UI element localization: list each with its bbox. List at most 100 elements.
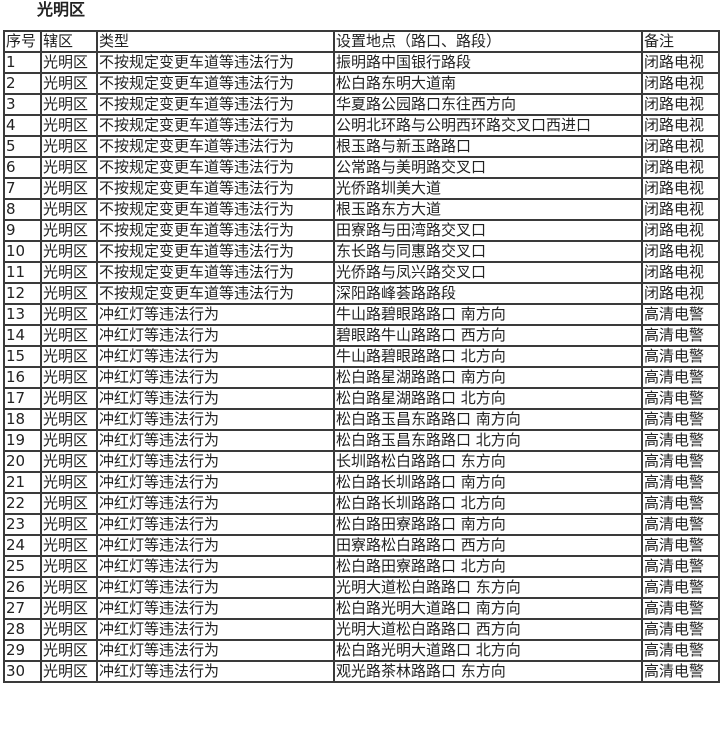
cell-index: 5 [3,135,42,158]
cell-index: 9 [3,219,42,242]
cell-district: 光明区 [40,555,98,578]
cell-location: 松白路玉昌东路路口 北方向 [333,429,643,452]
cell-district: 光明区 [40,597,98,620]
cell-index: 20 [3,450,42,473]
cell-district: 光明区 [40,408,98,431]
cell-remark: 高清电警 [641,408,720,431]
cell-type: 不按规定变更车道等违法行为 [96,135,335,158]
cell-index: 3 [3,93,42,116]
cell-type: 冲红灯等违法行为 [96,408,335,431]
cell-index: 26 [3,576,42,599]
table-row: 5 光明区 不按规定变更车道等违法行为 根玉路与新玉路路口 闭路电视 [3,135,720,158]
table-row: 9 光明区 不按规定变更车道等违法行为 田寮路与田湾路交叉口 闭路电视 [3,219,720,242]
cell-remark: 闭路电视 [641,177,720,200]
cell-district: 光明区 [40,240,98,263]
cell-type: 不按规定变更车道等违法行为 [96,240,335,263]
cell-remark: 高清电警 [641,366,720,389]
cell-index: 2 [3,72,42,95]
cell-district: 光明区 [40,93,98,116]
table-row: 16 光明区 冲红灯等违法行为 松白路星湖路路口 南方向 高清电警 [3,366,720,389]
table-row: 21 光明区 冲红灯等违法行为 松白路长圳路路口 南方向 高清电警 [3,471,720,494]
table-row: 15 光明区 冲红灯等违法行为 牛山路碧眼路路口 北方向 高清电警 [3,345,720,368]
cell-location: 振明路中国银行路段 [333,51,643,74]
table-row: 17 光明区 冲红灯等违法行为 松白路星湖路路口 北方向 高清电警 [3,387,720,410]
cell-index: 16 [3,366,42,389]
cell-district: 光明区 [40,366,98,389]
cell-index: 6 [3,156,42,179]
cell-location: 松白路长圳路路口 北方向 [333,492,643,515]
cell-location: 松白路光明大道路口 北方向 [333,639,643,662]
table-row: 12 光明区 不按规定变更车道等违法行为 深阳路峰荟路路段 闭路电视 [3,282,720,305]
cell-remark: 高清电警 [641,555,720,578]
cell-district: 光明区 [40,261,98,284]
cell-remark: 高清电警 [641,492,720,515]
cell-remark: 闭路电视 [641,114,720,137]
camera-locations-table: 序号 辖区 类型 设置地点（路口、路段） 备注 1 光明区 不按规定变更车道等违法行… [3,30,720,683]
cell-type: 不按规定变更车道等违法行为 [96,51,335,74]
cell-type: 冲红灯等违法行为 [96,660,335,683]
header-district: 辖区 [40,30,98,53]
cell-index: 12 [3,282,42,305]
cell-index: 30 [3,660,42,683]
cell-index: 24 [3,534,42,557]
cell-location: 碧眼路牛山路路口 西方向 [333,324,643,347]
cell-district: 光明区 [40,177,98,200]
table-row: 13 光明区 冲红灯等违法行为 牛山路碧眼路路口 南方向 高清电警 [3,303,720,326]
cell-index: 7 [3,177,42,200]
cell-remark: 高清电警 [641,345,720,368]
table-row: 1 光明区 不按规定变更车道等违法行为 振明路中国银行路段 闭路电视 [3,51,720,74]
table-row: 29 光明区 冲红灯等违法行为 松白路光明大道路口 北方向 高清电警 [3,639,720,662]
cell-index: 15 [3,345,42,368]
cell-location: 松白路长圳路路口 南方向 [333,471,643,494]
cell-remark: 高清电警 [641,303,720,326]
table-row: 26 光明区 冲红灯等违法行为 光明大道松白路路口 东方向 高清电警 [3,576,720,599]
cell-remark: 闭路电视 [641,261,720,284]
cell-district: 光明区 [40,576,98,599]
cell-remark: 高清电警 [641,429,720,452]
cell-remark: 高清电警 [641,618,720,641]
cell-type: 冲红灯等违法行为 [96,639,335,662]
cell-remark: 闭路电视 [641,219,720,242]
table-row: 27 光明区 冲红灯等违法行为 松白路光明大道路口 南方向 高清电警 [3,597,720,620]
cell-type: 不按规定变更车道等违法行为 [96,114,335,137]
cell-type: 不按规定变更车道等违法行为 [96,282,335,305]
header-location: 设置地点（路口、路段） [333,30,643,53]
cell-location: 光侨路圳美大道 [333,177,643,200]
cell-type: 冲红灯等违法行为 [96,555,335,578]
cell-district: 光明区 [40,198,98,221]
cell-location: 公常路与美明路交叉口 [333,156,643,179]
cell-remark: 高清电警 [641,324,720,347]
cell-district: 光明区 [40,156,98,179]
cell-location: 东长路与同惠路交叉口 [333,240,643,263]
cell-type: 冲红灯等违法行为 [96,324,335,347]
table-row: 7 光明区 不按规定变更车道等违法行为 光侨路圳美大道 闭路电视 [3,177,720,200]
cell-location: 光侨路与凤兴路交叉口 [333,261,643,284]
cell-index: 1 [3,51,42,74]
cell-type: 不按规定变更车道等违法行为 [96,177,335,200]
cell-location: 田寮路松白路路口 西方向 [333,534,643,557]
cell-remark: 闭路电视 [641,282,720,305]
cell-district: 光明区 [40,387,98,410]
cell-remark: 闭路电视 [641,72,720,95]
cell-district: 光明区 [40,492,98,515]
cell-remark: 闭路电视 [641,240,720,263]
cell-district: 光明区 [40,303,98,326]
cell-district: 光明区 [40,219,98,242]
cell-remark: 闭路电视 [641,135,720,158]
cell-index: 10 [3,240,42,263]
cell-type: 冲红灯等违法行为 [96,471,335,494]
cell-location: 松白路玉昌东路路口 南方向 [333,408,643,431]
cell-location: 松白路光明大道路口 南方向 [333,597,643,620]
table-row: 14 光明区 冲红灯等违法行为 碧眼路牛山路路口 西方向 高清电警 [3,324,720,347]
cell-type: 冲红灯等违法行为 [96,618,335,641]
cell-type: 冲红灯等违法行为 [96,513,335,536]
cell-remark: 高清电警 [641,471,720,494]
cell-location: 光明大道松白路路口 东方向 [333,576,643,599]
cell-location: 田寮路与田湾路交叉口 [333,219,643,242]
cell-type: 冲红灯等违法行为 [96,303,335,326]
header-index: 序号 [3,30,42,53]
cell-index: 8 [3,198,42,221]
table-row: 25 光明区 冲红灯等违法行为 松白路田寮路路口 北方向 高清电警 [3,555,720,578]
cell-remark: 闭路电视 [641,93,720,116]
table-row: 18 光明区 冲红灯等违法行为 松白路玉昌东路路口 南方向 高清电警 [3,408,720,431]
